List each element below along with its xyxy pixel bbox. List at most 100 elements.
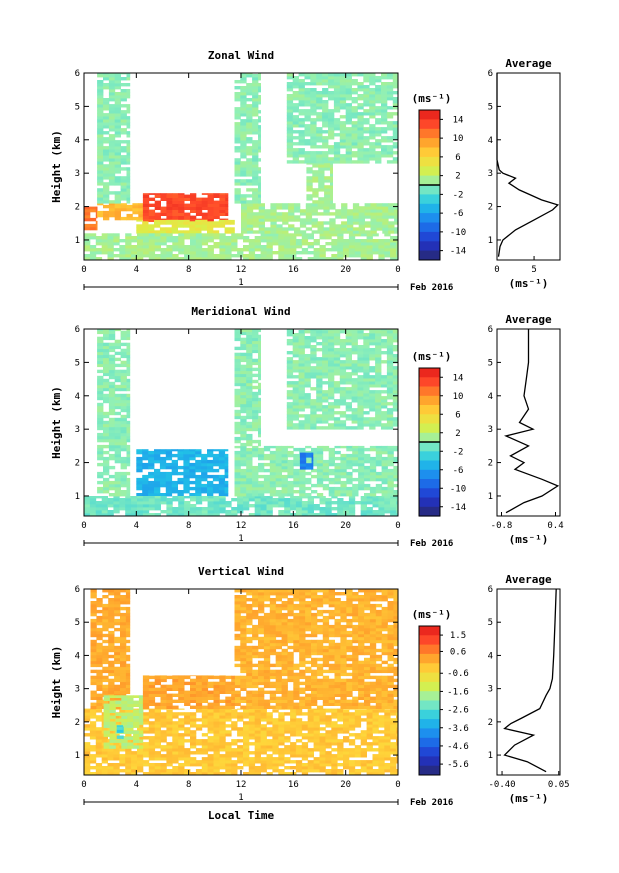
- colorbar-segment: [419, 110, 440, 120]
- heatmap-cell: [224, 486, 229, 491]
- heatmap-cell: [126, 200, 131, 204]
- heatmap-cell: [234, 415, 241, 420]
- heatmap-cell: [166, 504, 173, 508]
- heatmap-cell: [345, 73, 352, 77]
- heatmap-cell: [120, 493, 127, 497]
- heatmap-cell: [219, 498, 226, 502]
- heatmap-cell: [95, 754, 103, 758]
- heatmap-cell: [292, 408, 299, 412]
- heatmap-cell: [396, 760, 399, 764]
- heatmap-cell: [148, 257, 156, 261]
- heatmap-cell: [392, 393, 399, 397]
- heatmap-cell: [178, 248, 185, 252]
- heatmap-cell: [142, 513, 150, 517]
- heatmap-cell: [252, 74, 259, 78]
- heatmap-cell: [103, 204, 110, 209]
- heatmap-cell: [103, 191, 110, 195]
- heatmap-cell: [207, 507, 214, 511]
- heatmap-cell: [392, 336, 399, 340]
- heatmap-cell: [364, 221, 371, 225]
- heatmap-cell: [293, 477, 300, 482]
- heatmap-cell: [284, 242, 291, 246]
- heatmap-cell: [84, 217, 91, 222]
- heatmap-cell: [225, 513, 232, 517]
- heatmap-cell: [304, 357, 311, 361]
- heatmap-cell: [316, 445, 324, 449]
- heatmap-cell: [114, 216, 121, 221]
- heatmap-cell: [131, 251, 138, 255]
- heatmap-cell: [328, 462, 335, 467]
- heatmap-cell: [218, 453, 226, 458]
- heatmap-cell: [126, 405, 131, 410]
- heatmap-cell: [101, 513, 108, 517]
- heatmap-cell: [286, 142, 294, 146]
- heatmap-cell: [286, 351, 294, 355]
- heatmap-cell: [166, 721, 173, 725]
- heatmap-cell: [166, 498, 173, 502]
- heatmap-cell: [351, 336, 358, 340]
- heatmap-cell: [243, 754, 250, 758]
- heatmap-cell: [382, 215, 389, 219]
- heatmap-cell: [304, 109, 311, 113]
- heatmap-cell: [381, 493, 388, 497]
- heatmap-cell: [258, 149, 261, 153]
- heatmap-cell: [207, 754, 214, 758]
- heatmap-cell: [207, 480, 214, 485]
- heatmap-cell: [366, 233, 373, 237]
- heatmap-cell: [195, 510, 203, 514]
- heatmap-cell: [328, 375, 335, 379]
- heatmap-cell: [154, 483, 161, 488]
- heatmap-cell: [392, 145, 399, 149]
- heatmap-cell: [252, 329, 259, 333]
- heatmap-cell: [263, 474, 271, 479]
- heatmap-cell: [172, 736, 179, 740]
- heatmap-cell: [148, 727, 156, 731]
- heatmap-cell: [252, 397, 259, 402]
- heatmap-cell: [178, 718, 185, 722]
- heatmap-cell: [322, 483, 330, 488]
- heatmap-cell: [301, 751, 309, 755]
- heatmap-cell: [282, 221, 289, 225]
- heatmap-cell: [354, 721, 362, 725]
- heatmap-cell: [354, 772, 362, 776]
- heatmap-cell: [313, 257, 320, 261]
- heatmap-cell: [148, 453, 155, 458]
- heatmap-cell: [240, 122, 247, 126]
- heatmap-cell: [345, 79, 352, 83]
- heatmap-cell: [310, 118, 317, 122]
- heatmap-cell: [237, 501, 244, 505]
- heatmap-cell: [190, 498, 197, 502]
- heatmap-cell: [258, 349, 261, 354]
- heatmap-cell: [213, 215, 220, 219]
- heatmap-cell: [90, 645, 97, 650]
- heatmap-cell: [154, 453, 161, 458]
- heatmap-cell: [252, 146, 259, 150]
- heatmap-cell: [266, 513, 273, 517]
- heatmap-cell: [84, 504, 91, 508]
- heatmap-cell: [339, 79, 347, 83]
- heatmap-cell: [172, 245, 179, 249]
- heatmap-cell: [343, 718, 350, 722]
- heatmap-cell: [304, 381, 311, 385]
- heatmap-cell: [304, 363, 311, 367]
- heatmap-cell: [381, 130, 388, 134]
- heatmap-cell: [84, 239, 91, 243]
- heatmap-cell: [335, 224, 342, 228]
- heatmap-cell: [381, 85, 388, 89]
- heatmap-cell: [97, 474, 104, 479]
- heatmap-cell: [184, 194, 191, 198]
- heatmap-cell: [260, 257, 267, 261]
- heatmap-cell: [89, 715, 97, 719]
- heatmap-cell: [369, 378, 376, 382]
- heatmap-cell: [160, 193, 167, 195]
- heatmap-cell: [103, 188, 110, 192]
- colorbar-tick-label: -2: [453, 190, 464, 200]
- heatmap-cell: [246, 158, 253, 162]
- heatmap-cell: [231, 498, 238, 502]
- heatmap-cell: [292, 336, 299, 340]
- heatmap-cell: [258, 358, 261, 363]
- heatmap-cell: [331, 712, 338, 716]
- heatmap-cell: [392, 360, 399, 364]
- heatmap-cell: [119, 245, 126, 249]
- heatmap-cell: [384, 712, 391, 716]
